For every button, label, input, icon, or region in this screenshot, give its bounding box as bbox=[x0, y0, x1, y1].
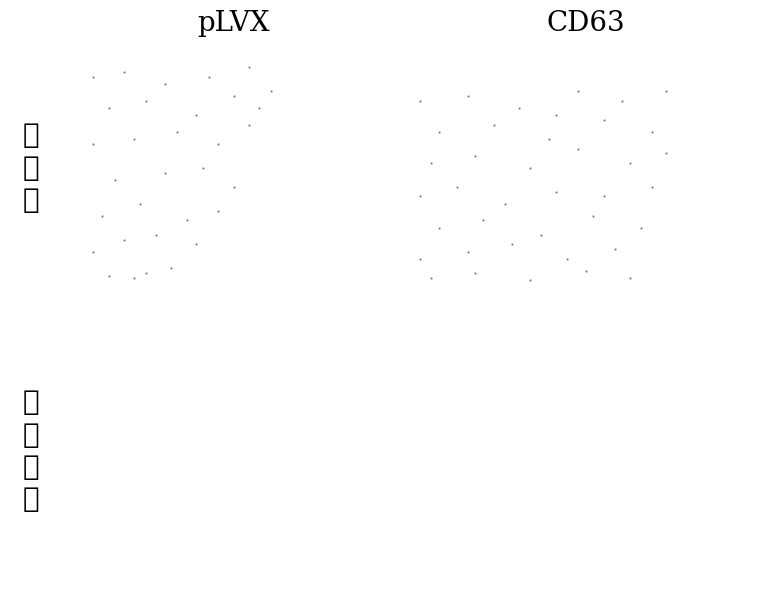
Text: pLVX: pLVX bbox=[198, 10, 270, 38]
Text: 自
然
光: 自 然 光 bbox=[22, 122, 39, 214]
Text: CD63: CD63 bbox=[547, 10, 625, 38]
Text: 维
色
荧
光: 维 色 荧 光 bbox=[22, 388, 39, 513]
